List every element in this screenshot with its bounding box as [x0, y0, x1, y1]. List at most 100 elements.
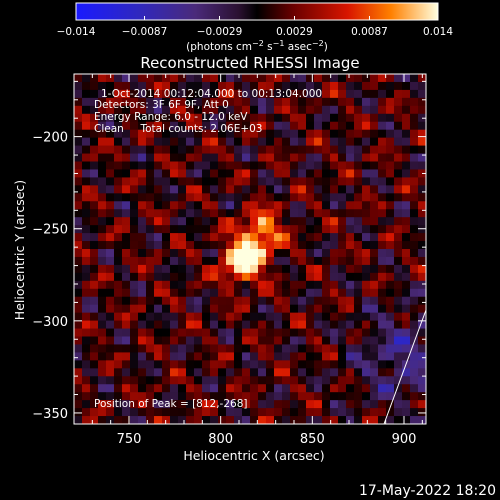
- heatmap-cell: [402, 256, 411, 266]
- heatmap-cell: [402, 169, 411, 178]
- heatmap-cell: [178, 336, 187, 345]
- heatmap-cell: [162, 360, 171, 369]
- heatmap-cell: [130, 400, 139, 409]
- heatmap-cell: [162, 288, 171, 298]
- heatmap-cell: [98, 264, 107, 274]
- heatmap-cell: [106, 296, 115, 306]
- y-axis-label: Heliocentric Y (arcsec): [12, 180, 27, 320]
- heatmap-cell: [162, 97, 171, 107]
- heatmap-cell: [346, 145, 355, 154]
- heatmap-cell: [386, 249, 395, 258]
- heatmap-cell: [234, 233, 243, 242]
- heatmap-cell: [378, 217, 387, 226]
- heatmap-cell: [74, 121, 83, 131]
- heatmap-cell: [114, 336, 123, 345]
- heatmap-cell: [378, 241, 387, 250]
- heatmap-cell: [226, 264, 235, 274]
- heatmap-cell: [362, 360, 371, 369]
- heatmap-cell: [122, 129, 131, 139]
- heatmap-cell: [410, 249, 419, 258]
- heatmap-cell: [250, 416, 259, 424]
- heatmap-cell: [354, 121, 363, 131]
- heatmap-cell: [74, 352, 83, 361]
- heatmap-cell: [314, 153, 323, 162]
- heatmap-cell: [114, 312, 123, 321]
- heatmap-cell: [154, 129, 163, 139]
- heatmap-cell: [162, 376, 171, 385]
- heatmap-cell: [290, 169, 299, 178]
- heatmap-cell: [346, 89, 355, 99]
- heatmap-cell: [274, 296, 283, 306]
- heatmap-cell: [282, 352, 291, 361]
- heatmap-cell: [106, 344, 115, 353]
- heatmap-cell: [130, 217, 139, 226]
- heatmap-cell: [114, 145, 123, 154]
- heatmap-cell: [346, 193, 355, 202]
- heatmap-cell: [402, 344, 411, 353]
- heatmap-cell: [154, 336, 163, 345]
- heatmap-cell: [210, 249, 219, 258]
- heatmap-cell: [306, 296, 315, 306]
- heatmap-cell: [202, 153, 211, 162]
- heatmap-cell: [338, 392, 347, 401]
- heatmap-cell: [282, 153, 291, 162]
- heatmap-cell: [218, 225, 227, 234]
- heatmap-cell: [130, 193, 139, 202]
- heatmap-cell: [354, 129, 363, 139]
- heatmap-cell: [82, 241, 91, 250]
- heatmap-cell: [338, 256, 347, 266]
- heatmap-cell: [74, 336, 83, 345]
- heatmap-cell: [306, 74, 315, 83]
- heatmap-cell: [90, 336, 99, 345]
- heatmap-cell: [386, 312, 395, 321]
- heatmap-cell: [114, 209, 123, 218]
- heatmap-cell: [330, 97, 339, 107]
- heatmap-cell: [378, 288, 387, 298]
- heatmap-cell: [386, 392, 395, 401]
- heatmap-cell: [274, 408, 283, 417]
- heatmap-cell: [282, 217, 291, 226]
- heatmap-cell: [378, 153, 387, 162]
- heatmap-cell: [90, 296, 99, 306]
- heatmap-cell: [258, 201, 267, 210]
- heatmap-cell: [226, 233, 235, 242]
- heatmap-cell: [418, 137, 426, 146]
- heatmap-cell: [346, 74, 355, 83]
- heatmap-cell: [162, 241, 171, 250]
- heatmap-cell: [90, 121, 99, 131]
- heatmap-cell: [290, 296, 299, 306]
- heatmap-cell: [386, 360, 395, 369]
- heatmap-cell: [170, 153, 179, 162]
- heatmap-cell: [234, 312, 243, 321]
- heatmap-cell: [378, 328, 387, 337]
- heatmap-cell: [394, 272, 403, 282]
- heatmap-cell: [194, 177, 203, 186]
- heatmap-cell: [418, 145, 426, 154]
- heatmap-cell: [370, 89, 379, 99]
- heatmap-cell: [74, 129, 83, 139]
- heatmap-cell: [314, 121, 323, 131]
- heatmap-cell: [138, 74, 147, 83]
- heatmap-cell: [210, 320, 219, 329]
- heatmap-cell: [82, 416, 91, 424]
- heatmap-cell: [122, 105, 131, 115]
- heatmap-cell: [314, 328, 323, 337]
- heatmap-cell: [202, 105, 211, 115]
- heatmap-cell: [114, 185, 123, 194]
- heatmap-cell: [210, 169, 219, 178]
- heatmap-cell: [186, 320, 195, 329]
- heatmap-cell: [290, 185, 299, 194]
- heatmap-cell: [266, 296, 275, 306]
- heatmap-cell: [258, 185, 267, 194]
- heatmap-cell: [290, 193, 299, 202]
- heatmap-cell: [202, 384, 211, 393]
- heatmap-cell: [178, 185, 187, 194]
- heatmap-cell: [306, 360, 315, 369]
- heatmap-cell: [82, 105, 91, 115]
- heatmap-cell: [250, 113, 259, 123]
- heatmap-cell: [370, 129, 379, 139]
- heatmap-cell: [98, 304, 107, 314]
- heatmap-cell: [146, 217, 155, 226]
- heatmap-cell: [74, 368, 83, 377]
- heatmap-cell: [298, 209, 307, 218]
